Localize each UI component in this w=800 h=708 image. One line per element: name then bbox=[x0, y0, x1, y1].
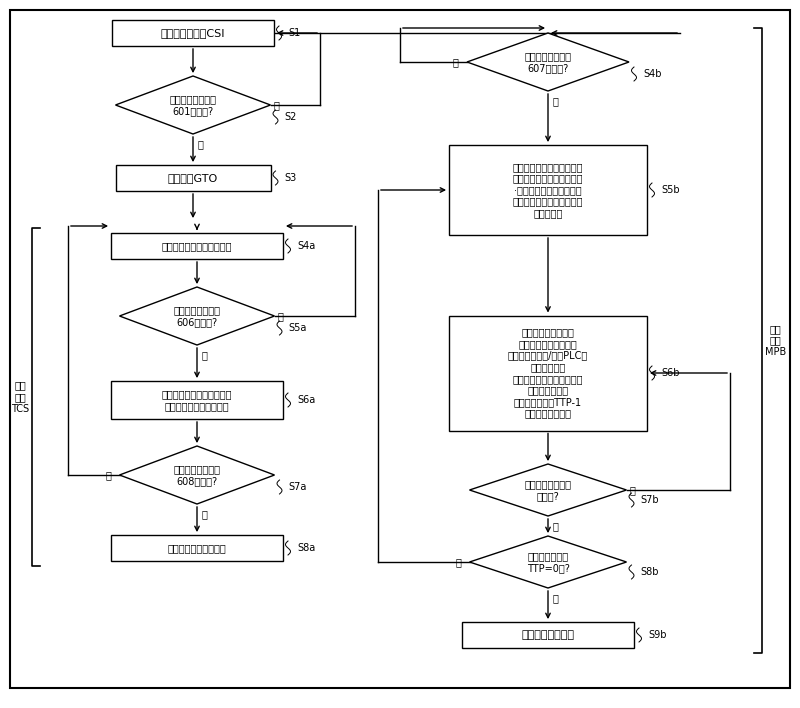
Text: S4b: S4b bbox=[643, 69, 662, 79]
Text: 是: 是 bbox=[553, 593, 559, 603]
FancyBboxPatch shape bbox=[449, 145, 647, 235]
Text: 是: 是 bbox=[202, 350, 208, 360]
Text: S7a: S7a bbox=[289, 482, 307, 492]
Text: 是: 是 bbox=[202, 509, 208, 519]
Text: S2: S2 bbox=[285, 112, 297, 122]
FancyBboxPatch shape bbox=[111, 233, 283, 259]
Text: S5a: S5a bbox=[289, 323, 307, 333]
Text: 示教
存储
TCS: 示教 存储 TCS bbox=[11, 380, 29, 413]
FancyBboxPatch shape bbox=[111, 381, 283, 419]
Text: 运动再现功能按钮
607上升沿?: 运动再现功能按钮 607上升沿? bbox=[525, 51, 571, 73]
Text: S8b: S8b bbox=[641, 567, 659, 577]
Text: 控制系统初始化CSI: 控制系统初始化CSI bbox=[161, 28, 226, 38]
Polygon shape bbox=[467, 33, 629, 91]
FancyBboxPatch shape bbox=[112, 20, 274, 46]
Text: 否: 否 bbox=[453, 57, 459, 67]
Text: S8a: S8a bbox=[297, 543, 315, 553]
Text: 停止高速脉冲输出: 停止高速脉冲输出 bbox=[522, 630, 574, 640]
Polygon shape bbox=[119, 287, 274, 345]
Text: S3: S3 bbox=[285, 173, 297, 183]
Text: 是: 是 bbox=[553, 521, 559, 531]
Polygon shape bbox=[115, 76, 270, 134]
Polygon shape bbox=[119, 446, 274, 504]
Text: S4a: S4a bbox=[297, 241, 315, 251]
Text: S5b: S5b bbox=[661, 185, 680, 195]
Text: 是: 是 bbox=[553, 96, 559, 106]
Text: 运动
再现
MPB: 运动 再现 MPB bbox=[765, 324, 786, 357]
Text: 否: 否 bbox=[274, 100, 279, 110]
Text: 将当前位置点数据存储到运
动记录缓冲区，指针改变: 将当前位置点数据存储到运 动记录缓冲区，指针改变 bbox=[162, 389, 232, 411]
Text: 否: 否 bbox=[630, 485, 635, 495]
Text: 系统回零功能按钮
601上升沿?: 系统回零功能按钮 601上升沿? bbox=[170, 94, 217, 116]
Text: 读取下一位置点数据
计算下一步两轴脉冲数
判别方向并置位/复位PLC相
应数字输出端
据给定合成速度，计算下一
步两轴脉冲频率
示教轨迹点总数TTP-1
开启高: 读取下一位置点数据 计算下一步两轴脉冲数 判别方向并置位/复位PLC相 应数字输… bbox=[508, 327, 588, 418]
FancyBboxPatch shape bbox=[111, 535, 283, 561]
FancyBboxPatch shape bbox=[449, 316, 647, 430]
FancyBboxPatch shape bbox=[115, 165, 270, 191]
Text: S6a: S6a bbox=[297, 395, 315, 405]
Polygon shape bbox=[470, 464, 626, 516]
Text: S9b: S9b bbox=[648, 630, 666, 640]
Text: 示教轨迹点总数
TTP=0否?: 示教轨迹点总数 TTP=0否? bbox=[526, 552, 570, 573]
Text: 否: 否 bbox=[455, 557, 462, 567]
Text: 读取运动记录缓冲区起点数
据和示教轨迹总数，抬绘图
·笔、从当前位置快速回起
点、降绘图笔，高速脉冲输
出功能打开: 读取运动记录缓冲区起点数 据和示教轨迹总数，抬绘图 ·笔、从当前位置快速回起 点… bbox=[513, 162, 583, 218]
Text: 全部示教数据上传完成: 全部示教数据上传完成 bbox=[168, 543, 226, 553]
Text: 系统回零GTO: 系统回零GTO bbox=[168, 173, 218, 183]
Text: 否: 否 bbox=[106, 470, 111, 480]
Text: 否: 否 bbox=[278, 311, 283, 321]
Text: 点动使工作台运动到预定点: 点动使工作台运动到预定点 bbox=[162, 241, 232, 251]
Text: S1: S1 bbox=[288, 28, 300, 38]
Text: S6b: S6b bbox=[661, 368, 679, 378]
Text: 示教存储功能按钮
606上升沿?: 示教存储功能按钮 606上升沿? bbox=[174, 305, 221, 327]
Text: S7b: S7b bbox=[641, 495, 659, 505]
FancyBboxPatch shape bbox=[462, 622, 634, 648]
Polygon shape bbox=[470, 536, 626, 588]
Text: 示教结束功能按钮
608上升沿?: 示教结束功能按钮 608上升沿? bbox=[174, 464, 221, 486]
Text: 本步两轴脉冲输出
完毕否?: 本步两轴脉冲输出 完毕否? bbox=[525, 479, 571, 501]
Text: 是: 是 bbox=[198, 139, 204, 149]
